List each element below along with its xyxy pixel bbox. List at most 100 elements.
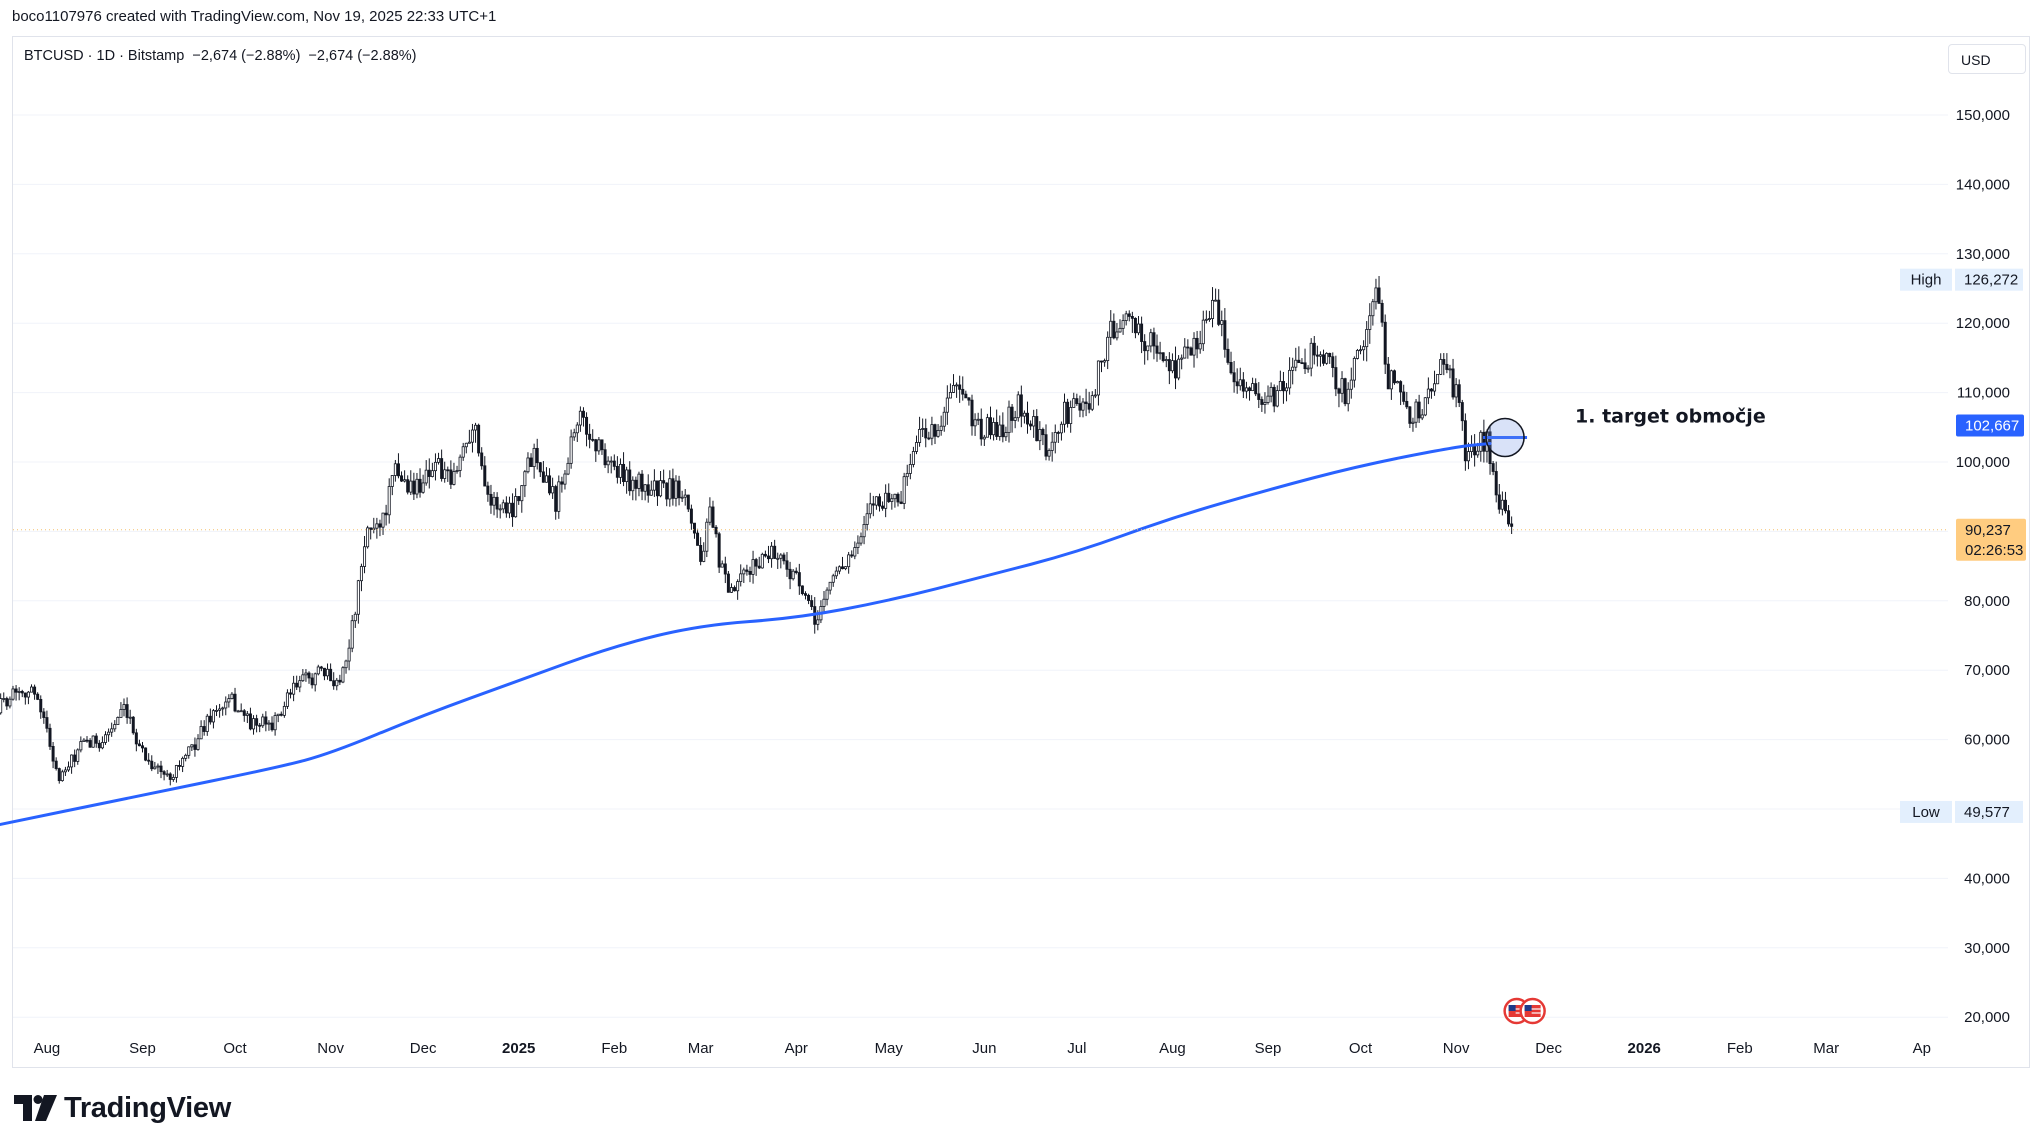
candle-body xyxy=(1130,316,1134,319)
candle-body xyxy=(1479,431,1483,452)
candle-body xyxy=(585,416,589,435)
candle-body xyxy=(976,418,980,421)
candle-body xyxy=(905,473,909,478)
candle-body xyxy=(310,677,314,686)
candle-body xyxy=(575,424,579,434)
candle-body xyxy=(248,713,252,730)
candle-body xyxy=(63,769,67,773)
candle-body xyxy=(1318,354,1322,357)
candle-body xyxy=(273,715,277,731)
currency-button[interactable]: USD xyxy=(1948,44,2026,74)
x-tick-label: Aug xyxy=(1159,1040,1186,1057)
candle-body xyxy=(227,698,231,703)
candle-body xyxy=(381,512,385,528)
candle-body xyxy=(665,482,669,500)
candle-body xyxy=(837,566,841,572)
candle-body xyxy=(791,570,795,580)
svg-text:Low: Low xyxy=(1912,804,1940,821)
candle-body xyxy=(871,503,875,506)
candle-body xyxy=(495,496,499,510)
candle-body xyxy=(470,429,474,443)
candle-body xyxy=(452,471,456,485)
candle-body xyxy=(486,485,490,495)
candle-body xyxy=(831,575,835,583)
candle-body xyxy=(1312,342,1316,356)
price-axis[interactable]: 20,000 30,000 40,000 60,000 70,000 80,000 100,… xyxy=(1900,107,2026,1026)
candle-body xyxy=(1056,432,1060,434)
annotation-text[interactable]: 1. target območje xyxy=(1575,405,1766,427)
candle-body xyxy=(853,547,857,557)
candle-body xyxy=(1269,386,1273,397)
candle-body xyxy=(958,384,962,390)
candle-body xyxy=(1124,313,1128,321)
candle-body xyxy=(890,498,894,502)
candle-body xyxy=(1072,398,1076,408)
x-tick-label: Nov xyxy=(1443,1040,1470,1057)
candle-body xyxy=(1180,357,1184,360)
candle-body xyxy=(742,569,746,575)
candle-body xyxy=(625,469,629,483)
candle-body xyxy=(1325,352,1329,364)
candle-body xyxy=(699,545,703,562)
time-axis[interactable]: Aug Sep Oct Nov Dec 2025 Feb Mar Apr May Jun Jul Aug… xyxy=(34,1040,1931,1057)
candle-body xyxy=(1121,320,1125,329)
x-tick-label: Feb xyxy=(601,1040,627,1057)
y-tick-label: 100,000 xyxy=(1956,454,2010,471)
candle-body xyxy=(566,462,570,475)
x-tick-label: Mar xyxy=(688,1040,714,1057)
candle-body xyxy=(649,489,653,496)
candle-body xyxy=(1386,363,1390,390)
candle-body xyxy=(1041,429,1045,436)
candle-body xyxy=(156,765,160,768)
candle-body xyxy=(375,523,379,529)
candle-body xyxy=(42,711,46,718)
candle-body xyxy=(1448,368,1452,371)
candle-body xyxy=(1331,356,1335,368)
candle-body xyxy=(1195,337,1199,350)
candle-body xyxy=(1161,352,1165,362)
y-tick-label: 20,000 xyxy=(1964,1009,2010,1026)
candle-body xyxy=(1069,407,1073,424)
candle-body xyxy=(1143,341,1147,352)
us-flag-event-icons[interactable] xyxy=(1503,997,1546,1025)
annotation-circle[interactable] xyxy=(1485,417,1525,458)
candle-body xyxy=(48,727,52,747)
candle-body xyxy=(1211,299,1215,319)
candle-body xyxy=(363,546,367,567)
candle-body xyxy=(279,713,283,716)
grid-layer xyxy=(13,114,1948,1018)
candle-body xyxy=(1241,379,1245,392)
candle-body xyxy=(1408,406,1412,424)
candle-body xyxy=(1365,329,1369,348)
candle-body xyxy=(563,473,567,485)
candle-body xyxy=(1133,317,1137,334)
candle-body xyxy=(295,682,299,688)
candle-layer xyxy=(0,276,1514,786)
tradingview-logo[interactable]: TradingView xyxy=(14,1090,231,1126)
candle-body xyxy=(992,422,996,436)
candle-body xyxy=(1022,412,1026,417)
candle-body xyxy=(1189,347,1193,356)
candle-body xyxy=(1368,315,1372,330)
candle-body xyxy=(356,580,360,615)
ma-line[interactable] xyxy=(0,441,1492,827)
candle-body xyxy=(538,462,542,473)
candle-body xyxy=(8,698,12,707)
candle-body xyxy=(319,666,323,669)
chart-credit: boco1107976 created with TradingView.com… xyxy=(12,8,497,25)
candle-body xyxy=(1013,417,1017,421)
candle-body xyxy=(1337,388,1341,394)
candle-body xyxy=(760,553,764,569)
candle-body xyxy=(1294,359,1298,368)
candle-body xyxy=(1093,394,1097,397)
x-tick-label: 2026 xyxy=(1628,1040,1661,1057)
candle-body xyxy=(1112,320,1116,339)
candle-body xyxy=(640,473,644,492)
candle-body xyxy=(739,573,743,582)
candle-body xyxy=(1340,378,1344,394)
candle-body xyxy=(168,773,172,780)
candle-body xyxy=(603,449,607,466)
candle-body xyxy=(1328,352,1332,358)
candle-body xyxy=(409,480,413,493)
